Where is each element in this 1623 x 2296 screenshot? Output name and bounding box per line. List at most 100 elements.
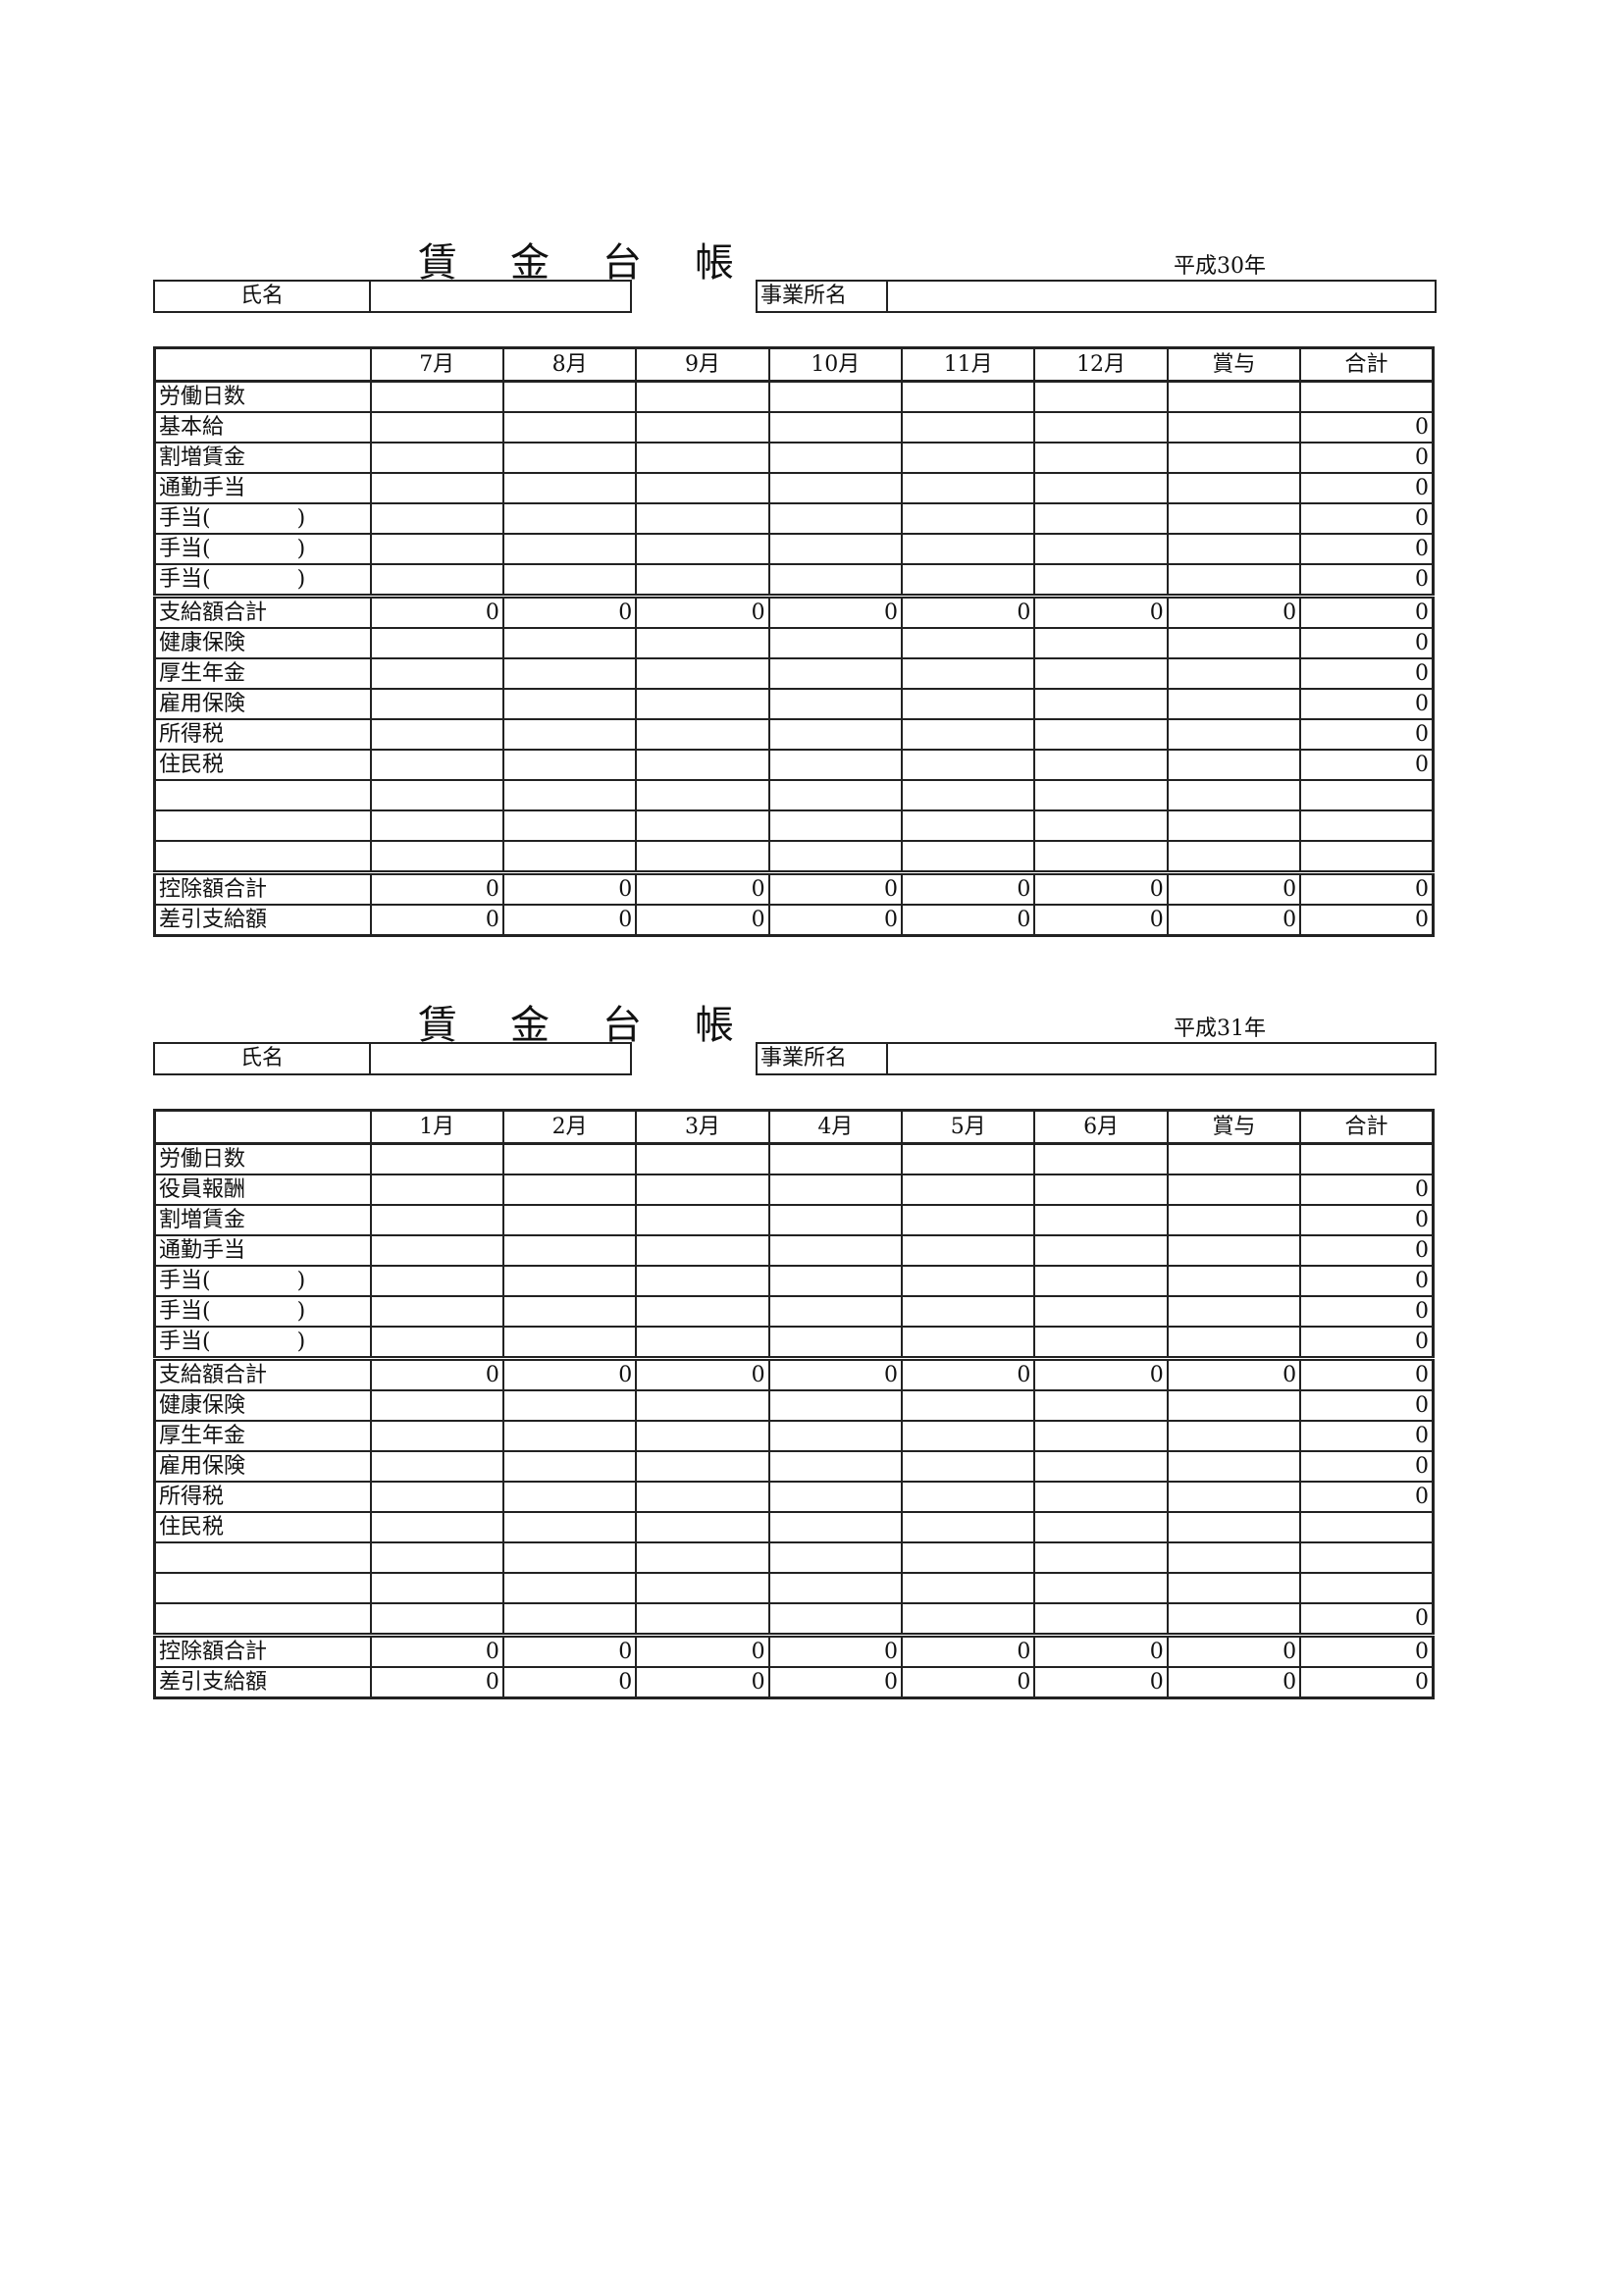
value-cell[interactable] <box>635 809 770 842</box>
value-cell[interactable] <box>635 442 770 474</box>
value-cell[interactable]: 0 <box>767 1666 904 1699</box>
value-cell[interactable] <box>767 1481 904 1513</box>
value-cell[interactable]: 0 <box>501 870 638 906</box>
value-cell[interactable]: 0 <box>767 870 904 906</box>
value-cell[interactable]: 0 <box>369 870 504 906</box>
value-cell[interactable] <box>1166 533 1302 565</box>
value-cell[interactable] <box>369 380 504 413</box>
value-cell[interactable]: 0 <box>635 1633 770 1668</box>
value-cell[interactable] <box>369 563 504 598</box>
value-cell[interactable] <box>635 1481 770 1513</box>
value-cell[interactable] <box>501 657 638 690</box>
value-cell[interactable]: 0 <box>1299 718 1435 751</box>
value-cell[interactable] <box>1166 1420 1302 1452</box>
value-cell[interactable] <box>635 1295 770 1328</box>
value-cell[interactable] <box>1033 1481 1169 1513</box>
value-cell[interactable] <box>369 1389 504 1422</box>
value-cell[interactable] <box>369 1142 504 1175</box>
value-cell[interactable]: 0 <box>1299 688 1435 720</box>
value-cell[interactable]: 0 <box>1166 870 1302 906</box>
value-cell[interactable]: 0 <box>501 904 638 937</box>
value-cell[interactable]: 0 <box>1299 1295 1435 1328</box>
value-cell[interactable]: 0 <box>635 1356 770 1391</box>
value-cell[interactable] <box>501 1481 638 1513</box>
value-cell[interactable] <box>369 1541 504 1574</box>
value-cell[interactable] <box>501 779 638 811</box>
value-cell[interactable] <box>369 1234 504 1267</box>
value-cell[interactable]: 0 <box>1299 1326 1435 1360</box>
value-cell[interactable] <box>635 1541 770 1574</box>
value-cell[interactable]: 0 <box>635 870 770 906</box>
value-cell[interactable] <box>767 1420 904 1452</box>
value-cell[interactable] <box>501 749 638 781</box>
value-cell[interactable] <box>767 502 904 535</box>
value-cell[interactable] <box>1299 1511 1435 1543</box>
value-cell[interactable] <box>369 533 504 565</box>
value-cell[interactable] <box>767 1326 904 1360</box>
value-cell[interactable] <box>635 749 770 781</box>
value-cell[interactable] <box>635 472 770 504</box>
value-cell[interactable]: 0 <box>1299 533 1435 565</box>
value-cell[interactable] <box>369 1295 504 1328</box>
value-cell[interactable] <box>501 1511 638 1543</box>
value-cell[interactable]: 0 <box>1033 904 1169 937</box>
value-cell[interactable]: 0 <box>900 1633 1036 1668</box>
value-cell[interactable]: 0 <box>369 1666 504 1699</box>
value-cell[interactable] <box>767 1602 904 1637</box>
value-cell[interactable]: 0 <box>1033 594 1169 629</box>
value-cell[interactable] <box>369 809 504 842</box>
value-cell[interactable] <box>900 1481 1036 1513</box>
value-cell[interactable] <box>900 1541 1036 1574</box>
value-cell[interactable]: 0 <box>1033 1356 1169 1391</box>
value-cell[interactable] <box>635 533 770 565</box>
value-cell[interactable] <box>1033 1326 1169 1360</box>
value-cell[interactable] <box>767 688 904 720</box>
value-cell[interactable] <box>501 1295 638 1328</box>
value-cell[interactable] <box>767 380 904 413</box>
value-cell[interactable]: 0 <box>1166 1356 1302 1391</box>
value-cell[interactable] <box>1033 718 1169 751</box>
value-cell[interactable] <box>1033 1450 1169 1483</box>
value-cell[interactable] <box>369 442 504 474</box>
value-cell[interactable] <box>501 840 638 874</box>
value-cell[interactable] <box>501 688 638 720</box>
value-cell[interactable] <box>900 1204 1036 1236</box>
value-cell[interactable] <box>635 411 770 444</box>
value-cell[interactable] <box>635 657 770 690</box>
value-cell[interactable] <box>501 1389 638 1422</box>
value-cell[interactable] <box>635 1602 770 1637</box>
value-cell[interactable] <box>1166 1511 1302 1543</box>
value-cell[interactable] <box>767 533 904 565</box>
value-cell[interactable] <box>900 1174 1036 1206</box>
value-cell[interactable] <box>635 1234 770 1267</box>
value-cell[interactable] <box>1166 627 1302 659</box>
value-cell[interactable] <box>1299 840 1435 874</box>
value-cell[interactable]: 0 <box>501 1666 638 1699</box>
value-cell[interactable]: 0 <box>767 1633 904 1668</box>
value-cell[interactable] <box>635 563 770 598</box>
value-cell[interactable] <box>767 1511 904 1543</box>
value-cell[interactable] <box>900 749 1036 781</box>
value-cell[interactable] <box>1033 1541 1169 1574</box>
value-cell[interactable] <box>1166 1204 1302 1236</box>
value-cell[interactable]: 0 <box>1299 749 1435 781</box>
value-cell[interactable]: 0 <box>1299 1174 1435 1206</box>
value-cell[interactable] <box>1166 411 1302 444</box>
value-cell[interactable] <box>900 533 1036 565</box>
value-cell[interactable] <box>900 1450 1036 1483</box>
value-cell[interactable] <box>1033 688 1169 720</box>
value-cell[interactable]: 0 <box>501 1356 638 1391</box>
value-cell[interactable] <box>1299 779 1435 811</box>
value-cell[interactable] <box>501 1142 638 1175</box>
value-cell[interactable] <box>900 840 1036 874</box>
value-cell[interactable]: 0 <box>1299 1666 1435 1699</box>
office-value[interactable] <box>888 1044 1435 1073</box>
value-cell[interactable] <box>635 1450 770 1483</box>
value-cell[interactable] <box>635 1174 770 1206</box>
value-cell[interactable]: 0 <box>1299 1450 1435 1483</box>
value-cell[interactable] <box>900 411 1036 444</box>
value-cell[interactable] <box>1166 779 1302 811</box>
value-cell[interactable] <box>1033 749 1169 781</box>
value-cell[interactable] <box>1033 1174 1169 1206</box>
value-cell[interactable] <box>900 1389 1036 1422</box>
